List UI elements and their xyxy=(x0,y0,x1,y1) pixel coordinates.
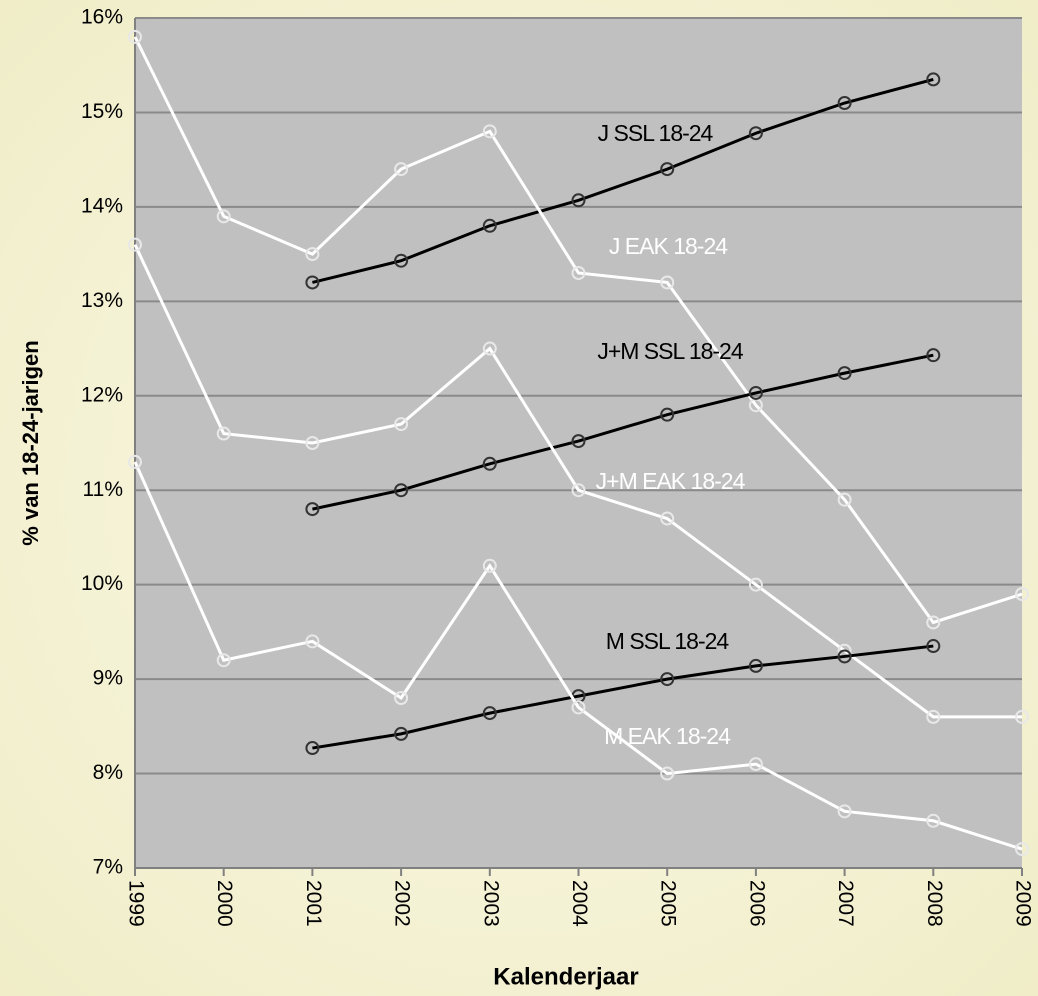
data-point xyxy=(748,757,763,772)
data-point xyxy=(394,691,409,705)
data-point xyxy=(482,456,497,471)
y-tick-label: 12% xyxy=(81,383,123,406)
data-point xyxy=(748,577,763,592)
series-line xyxy=(312,644,934,750)
x-tick-label: 2005 xyxy=(657,880,680,927)
data-point xyxy=(1015,709,1029,724)
data-point xyxy=(926,348,941,363)
data-point xyxy=(926,615,941,630)
data-point xyxy=(571,266,586,280)
data-point xyxy=(571,483,586,498)
data-point xyxy=(305,502,320,517)
series-label: J EAK 18-24 xyxy=(609,233,728,259)
data-point xyxy=(216,653,231,668)
data-point xyxy=(305,436,320,450)
series-label: M SSL 18-24 xyxy=(606,628,730,654)
data-point xyxy=(660,766,675,781)
y-tick-label: 8% xyxy=(93,761,123,784)
plot-area xyxy=(135,18,1022,868)
x-tick-label: 2006 xyxy=(745,880,768,927)
data-point xyxy=(305,634,320,649)
data-point xyxy=(128,454,142,469)
data-point xyxy=(660,407,675,422)
x-tick-label: 2003 xyxy=(479,880,502,927)
x-tick-label: 2007 xyxy=(834,880,857,927)
data-point xyxy=(305,275,320,290)
data-point xyxy=(128,29,142,44)
series-label: M EAK 18-24 xyxy=(604,723,731,749)
data-point xyxy=(837,96,852,110)
data-point xyxy=(394,483,409,498)
y-tick-label: 9% xyxy=(93,667,123,690)
data-point xyxy=(571,193,586,208)
data-point xyxy=(571,434,586,449)
data-point xyxy=(926,72,941,87)
series-label: J+M SSL 18-24 xyxy=(597,338,744,364)
series-label: J+M EAK 18-24 xyxy=(596,468,746,494)
data-point xyxy=(394,253,409,268)
data-point xyxy=(837,492,852,507)
x-tick-label: 2009 xyxy=(1011,880,1034,927)
data-point xyxy=(216,426,231,441)
y-tick-label: 16% xyxy=(81,6,123,29)
y-tick-label: 10% xyxy=(81,572,123,595)
data-point xyxy=(748,385,763,400)
data-point xyxy=(394,417,409,432)
data-point xyxy=(482,558,497,573)
x-tick-label: 2004 xyxy=(568,880,591,927)
data-point xyxy=(482,218,497,233)
data-point xyxy=(837,804,852,819)
data-point xyxy=(748,658,763,673)
y-tick-label: 11% xyxy=(83,478,123,501)
data-point xyxy=(482,706,497,721)
x-tick-label: 2000 xyxy=(213,880,236,927)
data-point xyxy=(1015,587,1029,602)
series-line xyxy=(133,461,1023,851)
data-point xyxy=(926,813,941,828)
data-point xyxy=(216,209,231,224)
data-point xyxy=(482,341,497,356)
series-line xyxy=(133,36,1023,625)
data-point xyxy=(748,126,763,141)
series-label: J SSL 18-24 xyxy=(598,120,714,146)
data-point xyxy=(660,275,675,290)
data-point xyxy=(482,124,497,139)
data-point xyxy=(926,639,941,654)
data-point xyxy=(394,162,409,177)
series-line xyxy=(312,353,934,511)
data-point xyxy=(394,726,409,741)
data-point xyxy=(660,511,675,526)
y-tick-label: 15% xyxy=(81,100,123,123)
y-tick-label: 7% xyxy=(93,856,123,879)
data-point xyxy=(305,247,320,262)
data-point xyxy=(837,649,852,664)
data-point xyxy=(660,672,675,687)
data-point xyxy=(128,237,142,252)
data-point xyxy=(837,366,852,381)
x-tick-label: 1999 xyxy=(124,880,147,927)
series-line xyxy=(133,244,1022,719)
x-axis-label: Kalenderjaar xyxy=(493,963,638,990)
series-line xyxy=(312,77,934,284)
y-tick-label: 14% xyxy=(81,194,123,217)
x-tick-label: 2001 xyxy=(302,880,325,927)
data-point xyxy=(660,162,675,177)
y-tick-label: 13% xyxy=(81,289,123,312)
x-tick-label: 2008 xyxy=(923,880,946,927)
data-point xyxy=(305,741,320,756)
data-point xyxy=(1015,842,1029,857)
data-point xyxy=(926,709,941,724)
data-point xyxy=(571,700,586,715)
y-axis-label: % van 18-24-jarigen xyxy=(18,340,43,545)
x-tick-label: 2002 xyxy=(391,880,414,927)
